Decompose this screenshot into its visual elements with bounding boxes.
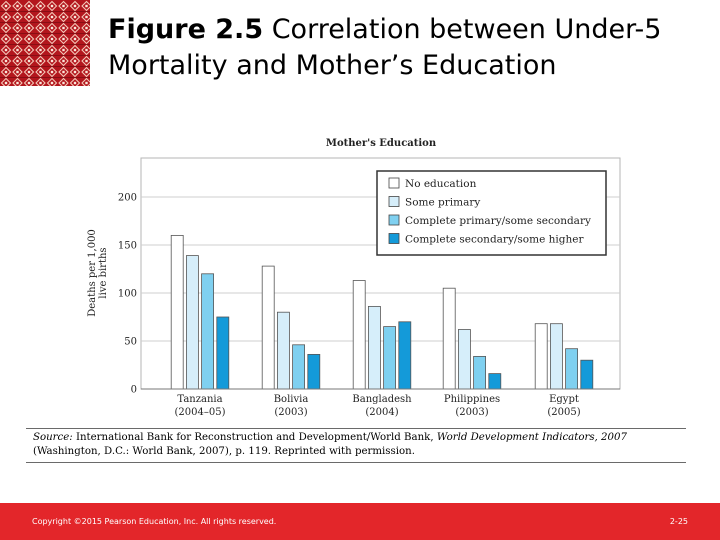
bar	[201, 273, 215, 390]
x-tick-year-label: (2004)	[365, 407, 398, 418]
x-tick-label: Bangladesh	[352, 394, 412, 405]
bar	[534, 323, 548, 390]
legend-label: No education	[405, 178, 477, 190]
bar	[442, 287, 456, 390]
bar	[170, 234, 184, 390]
bar	[185, 255, 199, 390]
source-note: Source: International Bank for Reconstru…	[33, 431, 693, 459]
bar-group-egypt	[534, 323, 594, 390]
legend: No education Some primary Complete primary…	[376, 170, 607, 256]
bar	[565, 348, 578, 390]
bar-group-bolivia	[261, 265, 321, 390]
bar-group-tanzania	[170, 234, 230, 390]
y-tick-label: 50	[124, 337, 137, 348]
legend-label: Complete secondary/some higher	[405, 234, 584, 246]
x-tick-year-label: (2003)	[455, 407, 488, 418]
figure-caption: Correlation between Under-5 Mortality an…	[108, 14, 662, 81]
slide-title: Figure 2.5 Correlation between Under-5 M…	[108, 12, 708, 84]
y-axis-label-line-1: Deaths per 1,000	[87, 229, 98, 317]
kente-pattern-logo	[0, 0, 90, 86]
source-bottom-rule	[26, 462, 686, 463]
x-tick-label: Tanzania	[177, 394, 222, 405]
bar-group-philippines	[442, 287, 502, 390]
legend-box	[376, 170, 607, 256]
y-tick-label: 0	[131, 385, 137, 396]
bar	[352, 280, 366, 390]
y-axis-label: Deaths per 1,000 live births	[87, 229, 109, 317]
legend-swatch	[388, 214, 400, 226]
bar	[457, 329, 471, 390]
bar	[488, 373, 502, 390]
figure-number: Figure 2.5	[108, 14, 264, 45]
y-tick-label: 200	[118, 193, 137, 204]
x-tick-label: Philippines	[444, 394, 500, 405]
bar	[473, 355, 487, 390]
chart-title: Mother's Education	[326, 138, 437, 149]
y-tick-label: 100	[118, 289, 137, 300]
bar	[216, 316, 230, 390]
y-tick-label: 150	[118, 241, 137, 252]
legend-swatch	[388, 177, 400, 189]
y-axis-label-line-2: live births	[98, 247, 109, 298]
x-tick-year-label: (2005)	[547, 407, 580, 418]
bar	[550, 323, 563, 390]
x-tick-label: Egypt	[549, 394, 579, 405]
x-tick-year-label: (2003)	[274, 407, 307, 418]
bar	[276, 311, 290, 390]
bar	[580, 359, 594, 390]
copyright-notice: Copyright ©2015 Pearson Education, Inc. …	[32, 517, 277, 526]
y-axis-ticks: 0 50 100 150 200	[118, 193, 137, 396]
footer-bar: Copyright ©2015 Pearson Education, Inc. …	[0, 503, 720, 540]
legend-label: Some primary	[405, 197, 480, 209]
bar	[292, 344, 306, 390]
x-axis-labels: Tanzania (2004–05) Bolivia (2003) Bangladesh…	[175, 394, 581, 418]
bar-chart: Mother's Education 0 50 100 150 200 Deaths p…	[87, 138, 621, 418]
bars	[141, 234, 620, 390]
bar	[383, 326, 397, 390]
legend-label: Complete primary/some secondary	[405, 215, 591, 227]
legend-swatch	[388, 196, 400, 207]
bar	[307, 353, 321, 390]
legend-swatch	[388, 233, 400, 244]
bar-group-bangladesh	[352, 280, 412, 390]
bar	[398, 321, 412, 390]
source-top-rule	[26, 428, 686, 429]
bar	[367, 305, 381, 390]
source-label: Source:	[33, 432, 73, 443]
source-publication: World Development Indicators, 2007	[436, 432, 627, 443]
source-text-1: International Bank for Reconstruction an…	[72, 432, 437, 443]
source-text-2: (Washington, D.C.: World Bank, 2007), p.…	[33, 446, 415, 457]
x-tick-year-label: (2004–05)	[175, 407, 226, 418]
x-tick-label: Bolivia	[274, 394, 309, 405]
bar	[261, 265, 275, 390]
page-number: 2-25	[669, 517, 688, 526]
